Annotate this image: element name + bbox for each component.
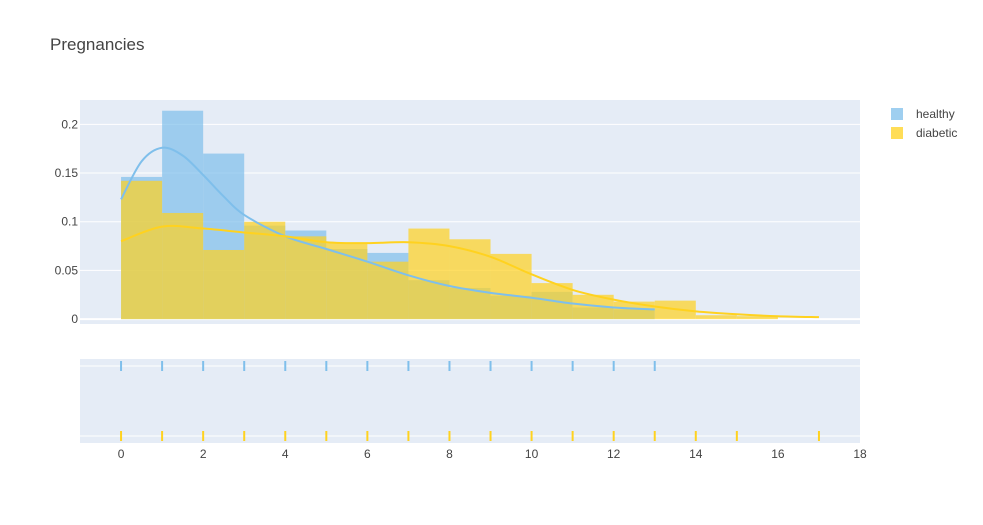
- x-tick-label: 2: [200, 447, 207, 461]
- kde-curve-healthy[interactable]: [120, 146, 655, 311]
- bar-diabetic[interactable]: [449, 239, 491, 320]
- legend: healthy diabetic: [891, 107, 957, 140]
- x-tick-label: 14: [689, 447, 703, 461]
- bar-diabetic[interactable]: [285, 236, 327, 320]
- kde-curve-diabetic[interactable]: [120, 224, 819, 319]
- y-axis: 0 0.05 0.1 0.15 0.2: [55, 117, 79, 326]
- rug-marks: [120, 361, 820, 441]
- histogram-bars: [121, 110, 778, 320]
- y-tick-label: 0.2: [61, 117, 78, 131]
- legend-label-healthy[interactable]: healthy: [916, 107, 955, 121]
- x-tick-label: 12: [607, 447, 621, 461]
- x-tick-label: 0: [118, 447, 125, 461]
- x-tick-label: 18: [853, 447, 867, 461]
- x-tick-label: 10: [525, 447, 539, 461]
- x-tick-label: 16: [771, 447, 785, 461]
- rug-plot-area: [80, 359, 860, 443]
- bar-diabetic[interactable]: [490, 253, 532, 320]
- legend-swatch-diabetic[interactable]: [891, 127, 903, 139]
- x-axis: 0 2 4 6 8 10 12 14 16 18: [118, 447, 867, 461]
- x-tick-label: 8: [446, 447, 453, 461]
- density-curves: [120, 146, 819, 319]
- x-tick-label: 6: [364, 447, 371, 461]
- legend-label-diabetic[interactable]: diabetic: [916, 126, 957, 140]
- y-tick-label: 0.1: [61, 215, 78, 229]
- legend-swatch-healthy[interactable]: [891, 108, 903, 120]
- bar-diabetic[interactable]: [121, 180, 163, 320]
- y-tick-label: 0.15: [55, 166, 79, 180]
- bar-diabetic[interactable]: [695, 315, 737, 320]
- bar-diabetic[interactable]: [203, 249, 245, 320]
- bar-diabetic[interactable]: [613, 301, 655, 320]
- bar-diabetic[interactable]: [162, 212, 204, 320]
- bar-diabetic[interactable]: [367, 261, 409, 320]
- y-tick-label: 0.05: [55, 263, 79, 277]
- x-tick-label: 4: [282, 447, 289, 461]
- bar-diabetic[interactable]: [244, 221, 286, 320]
- chart-title: Pregnancies: [50, 35, 145, 54]
- y-tick-label: 0: [71, 312, 78, 326]
- bar-diabetic[interactable]: [736, 316, 778, 320]
